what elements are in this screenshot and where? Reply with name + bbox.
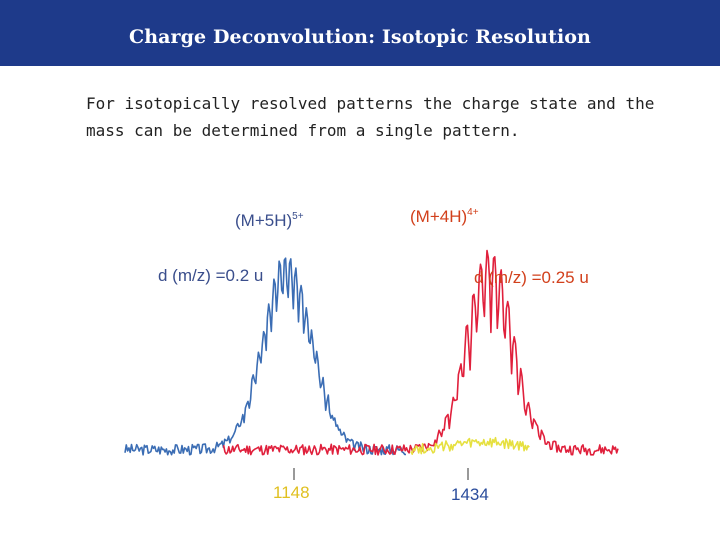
label-m4h: (M+4H)4+ — [410, 207, 479, 226]
marker-label-1148: 1148 — [273, 483, 310, 502]
spacing-label-4plus: d (m/z) =0.25 u — [474, 268, 589, 287]
spacing-label-5plus: d (m/z) =0.2 u — [158, 266, 263, 285]
spectrum-line-0 — [124, 257, 406, 456]
description-text: For isotopically resolved patterns the c… — [86, 90, 666, 144]
spectrum-series-group — [124, 249, 619, 456]
label-m4h-base: (M+4H) — [410, 207, 467, 226]
label-m5h: (M+5H)5+ — [235, 211, 304, 230]
label-m4h-sup: 4+ — [467, 207, 479, 218]
page-title: Charge Deconvolution: Isotopic Resolutio… — [129, 26, 591, 48]
marker-label-1434: 1434 — [451, 485, 489, 504]
slide-header: Charge Deconvolution: Isotopic Resolutio… — [0, 0, 720, 66]
spectrum-line-2 — [410, 436, 530, 455]
label-m5h-base: (M+5H) — [235, 211, 292, 230]
description-line-2: mass can be determined from a single pat… — [86, 121, 520, 140]
description-line-1: For isotopically resolved patterns the c… — [86, 94, 655, 113]
label-m5h-sup: 5+ — [292, 211, 304, 222]
